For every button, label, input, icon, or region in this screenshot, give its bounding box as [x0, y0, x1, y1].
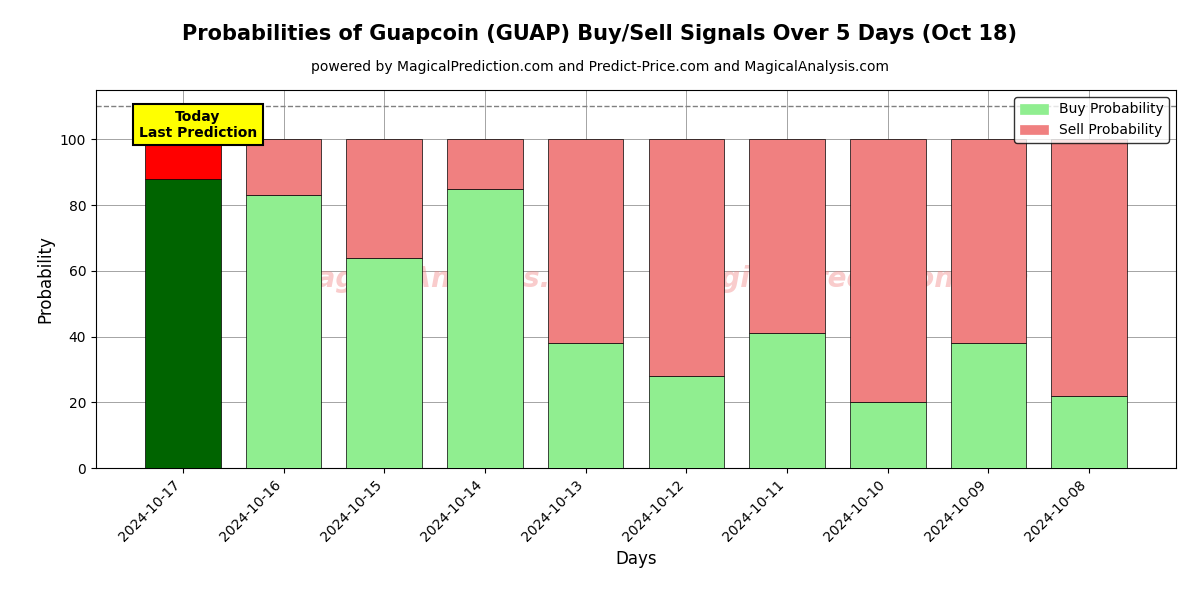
Bar [145, 179, 221, 468]
Bar [448, 139, 523, 188]
Bar [1051, 395, 1127, 468]
Bar [749, 333, 824, 468]
Bar [246, 139, 322, 195]
Bar [850, 139, 925, 402]
Bar [145, 139, 221, 179]
Bar [347, 257, 422, 468]
Text: Probabilities of Guapcoin (GUAP) Buy/Sell Signals Over 5 Days (Oct 18): Probabilities of Guapcoin (GUAP) Buy/Sel… [182, 24, 1018, 44]
Text: powered by MagicalPrediction.com and Predict-Price.com and MagicalAnalysis.com: powered by MagicalPrediction.com and Pre… [311, 60, 889, 74]
Bar [246, 195, 322, 468]
Bar [548, 343, 624, 468]
Bar [850, 402, 925, 468]
Bar [1051, 139, 1127, 395]
Bar [749, 139, 824, 333]
Bar [548, 139, 624, 343]
Text: Today
Last Prediction: Today Last Prediction [139, 110, 257, 140]
Legend: Buy Probability, Sell Probability: Buy Probability, Sell Probability [1014, 97, 1169, 143]
Text: MagicalPrediction.com: MagicalPrediction.com [674, 265, 1030, 293]
Bar [950, 139, 1026, 343]
Bar [648, 376, 724, 468]
Text: MagicalAnalysis.com: MagicalAnalysis.com [289, 265, 616, 293]
Bar [448, 188, 523, 468]
Bar [950, 343, 1026, 468]
Y-axis label: Probability: Probability [36, 235, 54, 323]
Bar [648, 139, 724, 376]
Bar [347, 139, 422, 257]
X-axis label: Days: Days [616, 550, 656, 568]
